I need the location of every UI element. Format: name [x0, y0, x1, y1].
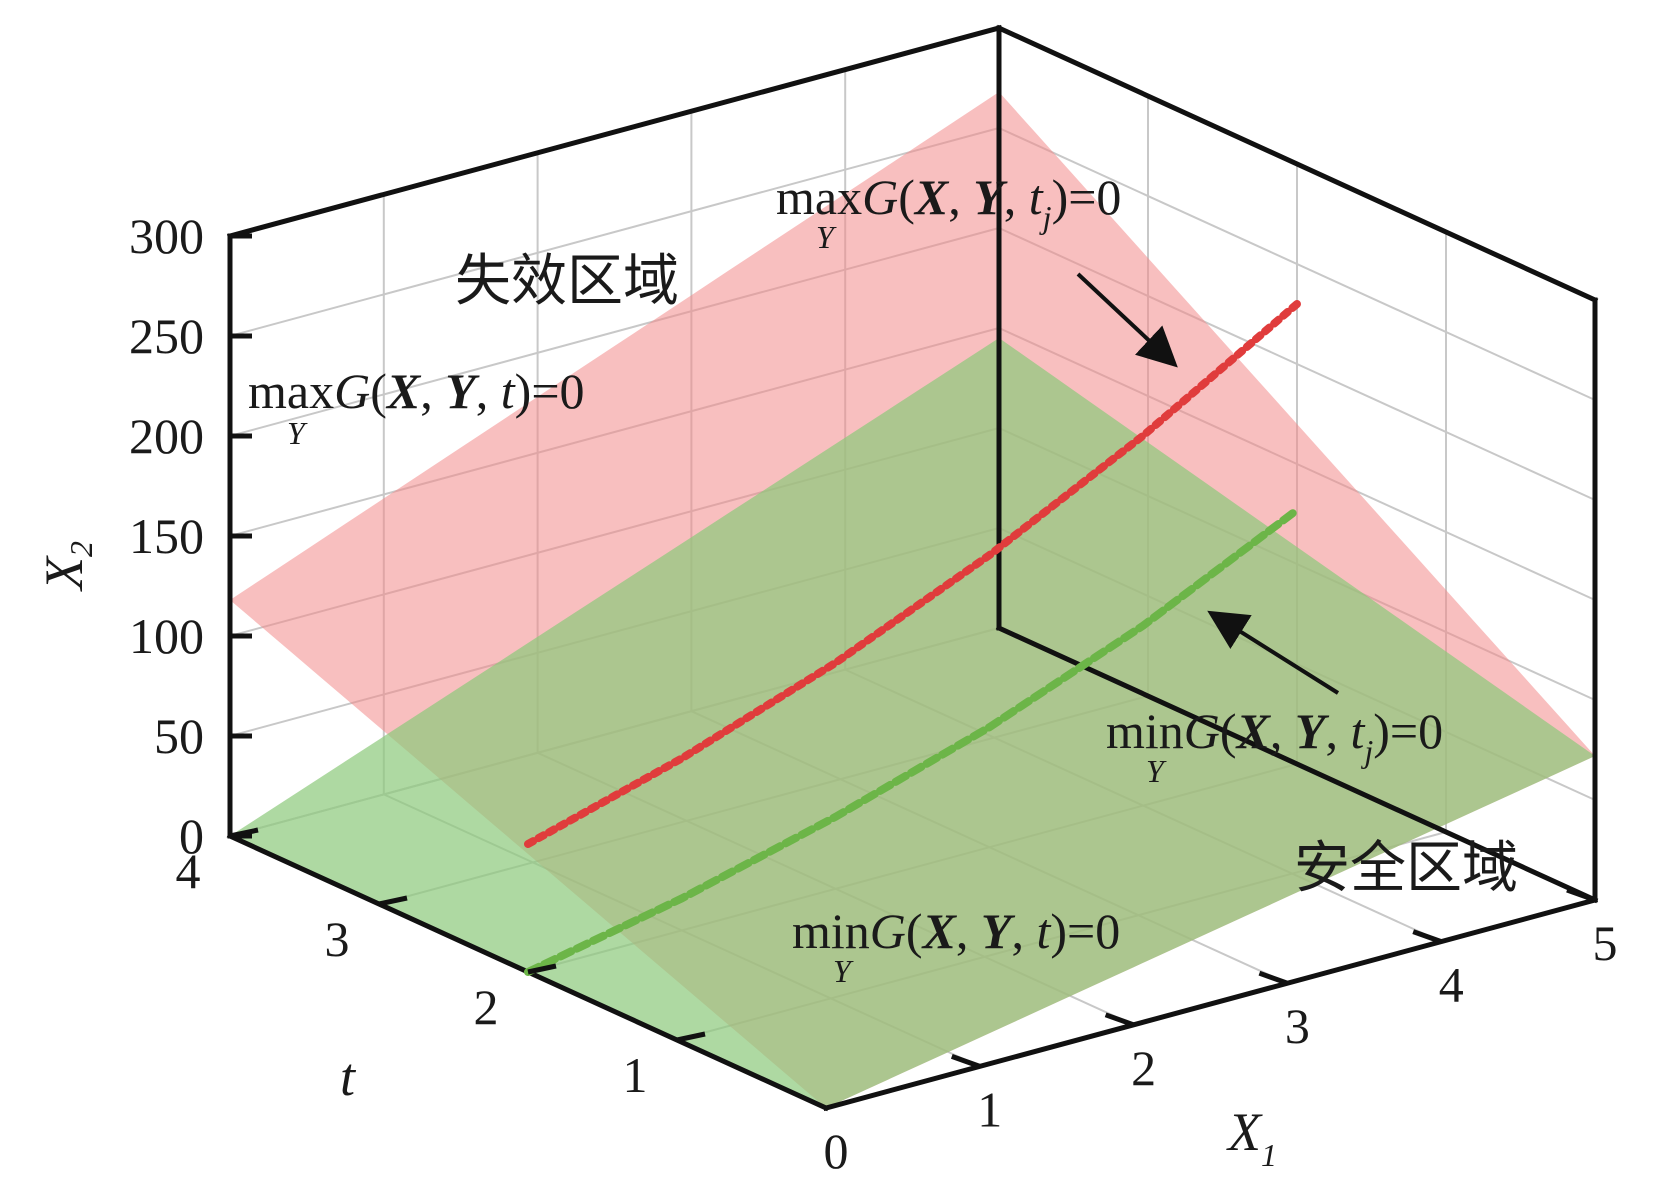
- annotation-max-t: maxG(X, Y, t)=0 Y: [248, 363, 585, 451]
- z-tick-label: 100: [129, 608, 204, 664]
- t-tick-label: 1: [623, 1047, 648, 1103]
- z-tick-label: 250: [129, 308, 204, 364]
- x-tick-label: 5: [1593, 915, 1618, 971]
- t-tick-label: 4: [176, 843, 201, 899]
- svg-text:Y: Y: [833, 953, 854, 989]
- safe-region-label: 安全区域: [1294, 836, 1518, 901]
- t-tick: [378, 895, 408, 907]
- t-tick: [676, 1031, 706, 1043]
- tick-layer: 0 50 100 150 200 250 300 0 1 2 3 4 5 1 2 3 4: [129, 208, 1618, 1179]
- annotation-max-tj: maxG(X, Y, tj)=0 Y: [776, 169, 1121, 255]
- frame-edge: [995, 624, 1599, 904]
- x-tick-label: 4: [1439, 957, 1464, 1013]
- t-tick: [229, 827, 259, 839]
- surface-min_surface: [230, 338, 1595, 1108]
- x-tick: [1104, 1012, 1135, 1028]
- svg-text:minG(X, Y, tj)=0: minG(X, Y, tj)=0: [1106, 703, 1443, 769]
- grid-line-back-x2: [229, 127, 1000, 337]
- arrow-min-tj: [1207, 610, 1340, 695]
- x-tick-label: 2: [1131, 1040, 1156, 1096]
- z-axis-label-main: X: [34, 555, 94, 592]
- frame-edge: [226, 24, 1003, 240]
- x-tick: [1258, 970, 1289, 986]
- z-tick-label: 50: [154, 708, 204, 764]
- x-tick: [950, 1054, 981, 1069]
- x-tick-label: 3: [1285, 998, 1310, 1054]
- z-tick-label: 300: [129, 208, 204, 264]
- y-axis-label: t: [340, 1047, 357, 1107]
- frame-edge: [822, 896, 1599, 1112]
- svg-text:Y: Y: [1146, 753, 1167, 789]
- z-axis-label-sub: 2: [63, 541, 99, 557]
- x-axis-label-sub: 1: [1261, 1137, 1277, 1173]
- t-tick-label: 2: [474, 979, 499, 1035]
- x-tick-label: 1: [977, 1081, 1002, 1137]
- x-axis-label-main: X: [1226, 1102, 1263, 1162]
- frame-edge: [995, 24, 1599, 304]
- z-axis-label: X2: [34, 541, 99, 592]
- annotation-min-tj: minG(X, Y, tj)=0 Y: [1106, 703, 1443, 789]
- svg-text:maxG(X, Y, t)=0: maxG(X, Y, t)=0: [248, 363, 585, 419]
- x-tick: [1566, 887, 1596, 903]
- t-tick: [527, 963, 557, 975]
- surface-layer: [230, 92, 1595, 1108]
- x-tick-label: 0: [824, 1123, 849, 1179]
- t-tick-label: 3: [325, 911, 350, 967]
- curve-min_curve_tj: [524, 506, 1301, 976]
- z-tick-label: 200: [129, 408, 204, 464]
- svg-text:minG(X, Y, t)=0: minG(X, Y, t)=0: [792, 903, 1120, 959]
- svg-text:Y: Y: [287, 415, 308, 451]
- x-tick: [1412, 929, 1443, 944]
- arrow-max-tj: [1076, 272, 1178, 368]
- svg-text:Y: Y: [816, 219, 837, 255]
- annotation-min-t: minG(X, Y, t)=0 Y: [792, 903, 1120, 989]
- z-tick-label: 0: [179, 808, 204, 864]
- curve-layer: [524, 300, 1301, 976]
- curve-max_curve_tj: [524, 300, 1301, 848]
- x-axis-label: X1: [1226, 1102, 1277, 1173]
- grid-line-side-x2: [998, 127, 1596, 401]
- z-tick-label: 150: [129, 508, 204, 564]
- failure-region-label: 失效区域: [455, 249, 679, 314]
- svg-text:maxG(X, Y, tj)=0: maxG(X, Y, tj)=0: [776, 169, 1121, 235]
